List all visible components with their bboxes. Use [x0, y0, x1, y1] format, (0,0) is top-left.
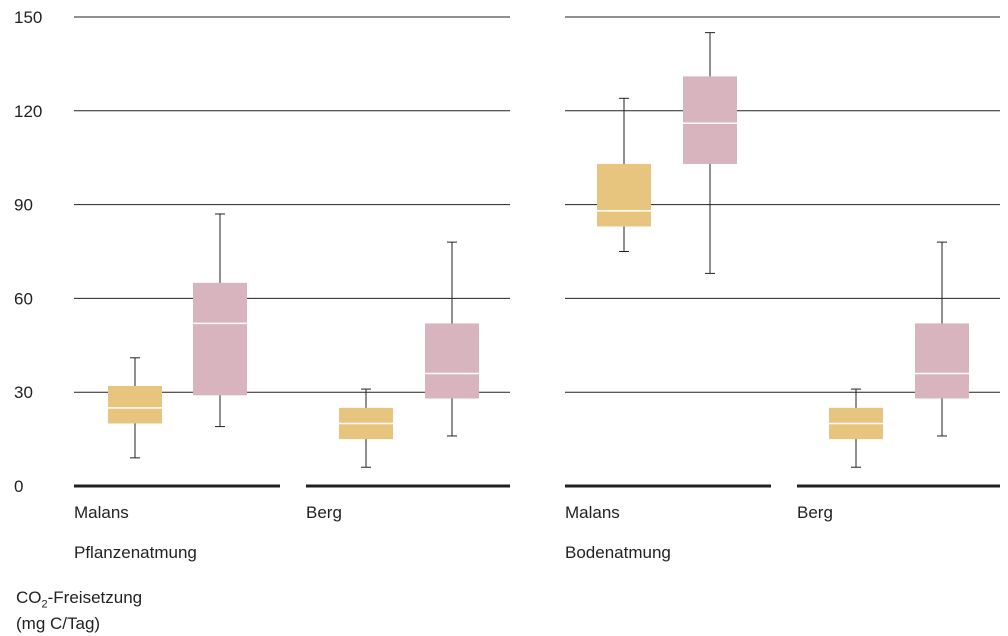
box-1-2-2-box	[425, 323, 479, 399]
y-tick-label-30: 30	[14, 383, 33, 402]
y-tick-label-60: 60	[14, 289, 33, 308]
group-label-1-2: Berg	[306, 503, 342, 522]
box-1-1-1-box	[108, 385, 162, 424]
box-1-1-2-box	[193, 282, 247, 396]
y-axis-label: CO2-Freisetzung (mg C/Tag)	[16, 588, 142, 633]
y-tick-label-120: 120	[14, 102, 42, 121]
y-tick-label-150: 150	[14, 8, 42, 27]
y-axis-label-line1: CO2-Freisetzung	[16, 588, 143, 611]
box-2-1-2-box	[683, 76, 737, 164]
group-label-2-2: Berg	[797, 503, 833, 522]
panel-title-2: Bodenatmung	[565, 543, 671, 562]
group-label-2-1: Malans	[565, 503, 620, 522]
box-2-2-2-box	[915, 323, 969, 399]
group-label-1-1: Malans	[74, 503, 129, 522]
y-tick-label-0: 0	[14, 477, 23, 496]
panel-title-1: Pflanzenatmung	[74, 543, 197, 562]
y-tick-label-90: 90	[14, 196, 33, 215]
y-axis-label-unit: (mg C/Tag)	[16, 614, 101, 634]
box-2-1-1-box	[597, 163, 651, 227]
